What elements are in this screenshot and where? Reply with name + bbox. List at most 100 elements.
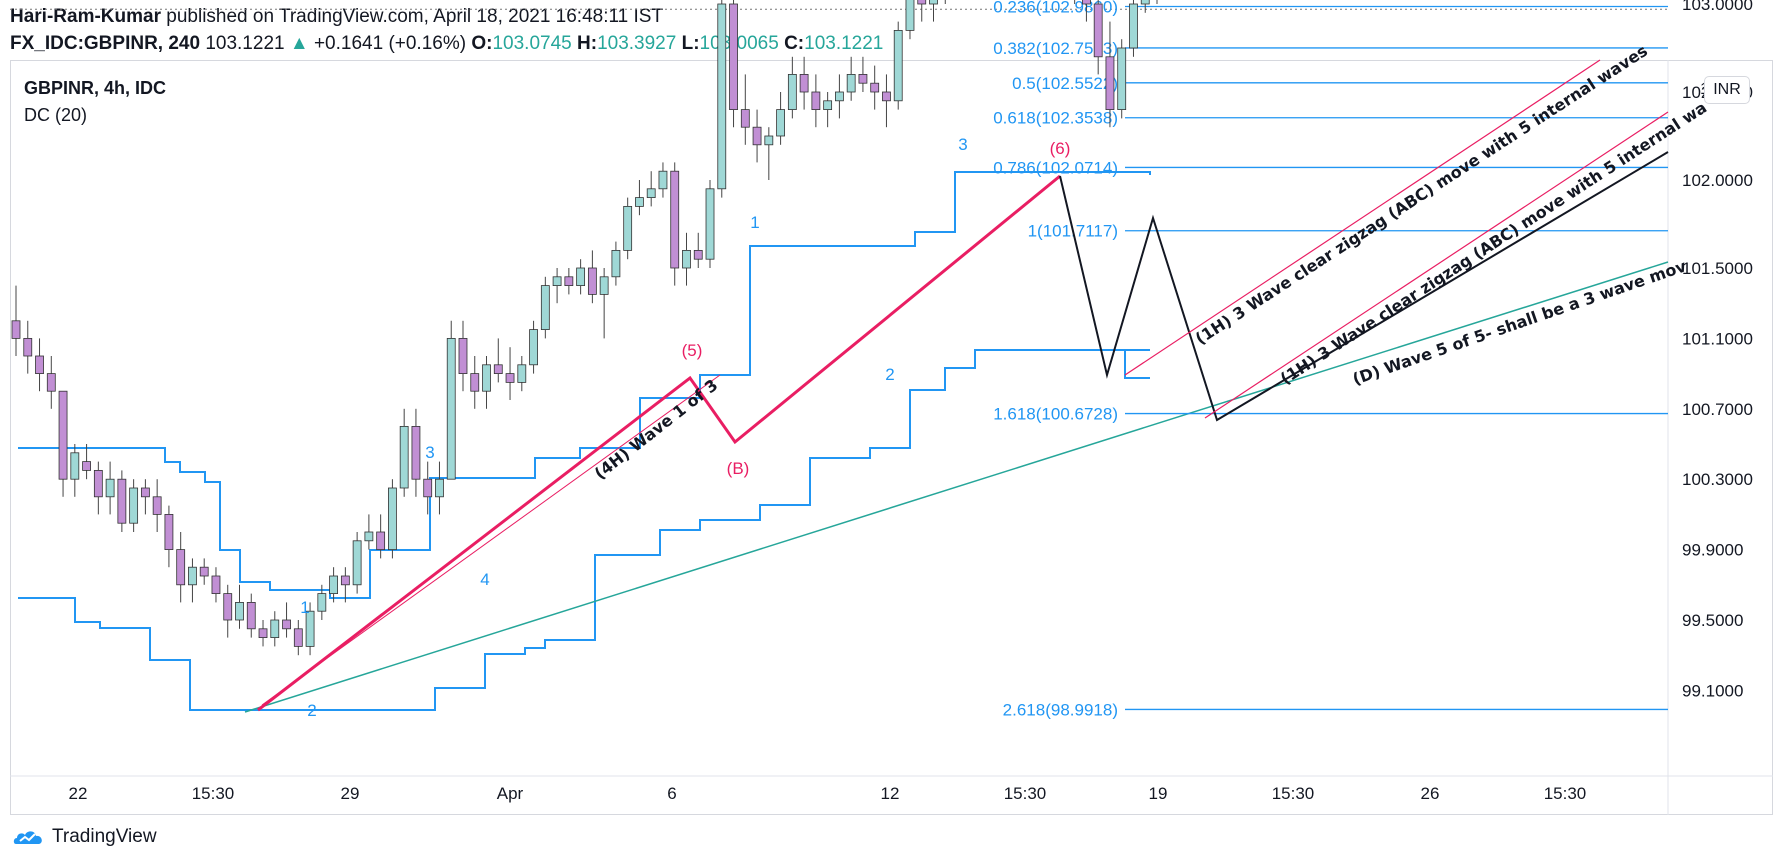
candle-body [58,390,68,480]
candle-body [164,514,174,551]
candle-body [1117,47,1127,110]
candle-body [799,74,809,93]
candle-body [835,91,844,102]
zigzag-channel-2 [1204,111,1669,419]
candle-body [623,205,633,251]
annotation-3: (D) Wave 5 of 5- shall be a 3 wave mov [1350,256,1689,389]
author-name[interactable]: Hari-Ram-Kumar [10,6,161,27]
candle-body [11,320,21,339]
x-tick-label-8: 15:30 [1272,784,1315,803]
candle-body [635,197,644,207]
fib-level-label-3: 0.5(102.5522) [1012,74,1118,93]
candle-body [423,478,433,498]
donchian-mid-step [975,349,1150,379]
chart-pane[interactable] [10,60,1773,815]
y-tick-label-7: 100.7000 [1682,400,1753,419]
candle-body [646,188,656,199]
open-value: 103.0745 [492,33,572,54]
projection-path [1059,151,1669,422]
candle-body [199,566,209,577]
high-label: H: [577,33,598,54]
candle-body [293,628,303,647]
candle-body [23,337,33,357]
wave-label-7: (5) [682,341,703,360]
y-tick-label-5: 101.5000 [1682,259,1753,278]
legend-title[interactable]: GBPINR, 4h, IDC [24,78,167,98]
candle-body [82,461,91,471]
wave-label-1: 2 [307,701,316,720]
candle-body [729,3,738,110]
donchian-lower [18,349,1150,711]
wave-label-2: 3 [425,443,434,462]
x-tick-label-7: 19 [1149,784,1168,803]
currency-button[interactable]: INR [1704,76,1750,104]
candle-body [105,478,115,498]
candle-body [882,91,891,102]
candle-body [1129,3,1138,49]
x-tick-label-0: 22 [69,784,88,803]
candle-body [529,329,538,366]
candle-body [340,575,350,586]
last-price: 103.1221 [205,33,285,54]
candle-body [482,364,491,392]
x-tick-label-6: 15:30 [1004,784,1047,803]
candle-body [376,531,386,551]
candle-body [93,469,103,498]
candle-body [552,276,562,286]
candle-body [823,100,833,111]
candle-body [329,575,338,595]
candle-body [929,0,938,5]
candle-body [152,496,162,515]
symbol-name: FX_IDC:GBPINR, 240 [10,33,201,54]
tradingview-brand[interactable]: TradingView [12,826,157,848]
zigzag-channel-1 [1124,59,1601,376]
candle-body [717,3,727,190]
tradingview-cloud-icon [13,831,42,844]
candle-body [1082,0,1091,5]
price-change: +0.1641 (+0.16%) [313,33,467,54]
candle-body [446,337,456,480]
legend-indicator[interactable]: DC (20) [24,105,88,125]
candle-body [587,267,597,295]
candle-body [811,91,821,111]
wave-label-9: (6) [1050,139,1071,158]
y-tick-label-4: 102.0000 [1682,171,1753,190]
candle-body [858,74,868,84]
fib-level-label-5: 0.786(102.0714) [993,158,1118,177]
candle-body [188,566,197,586]
fib-level-label-7: 1.618(100.6728) [993,405,1118,424]
candle-body [282,619,291,630]
x-tick-label-10: 15:30 [1544,784,1587,803]
candle-body [399,425,409,489]
symbol-header: FX_IDC:GBPINR, 240 103.1221 ▲ +0.1641 (+… [10,33,883,55]
candle-body [505,373,515,383]
open-label: O: [471,33,493,54]
fib-level-label-8: 2.618(98.9918) [1003,700,1118,719]
candle-body [682,249,691,269]
candle-body [893,29,903,102]
candle-body [1140,0,1150,5]
candle-body [270,619,280,639]
candle-body [493,364,503,374]
candle-body [599,276,609,295]
wave-label-8: (B) [727,459,750,478]
wave-label-3: 4 [480,570,489,589]
x-tick-label-1: 15:30 [192,784,235,803]
candle-body [705,188,715,260]
candle-body [658,170,668,190]
candle-body [458,337,468,374]
low-label: L: [681,33,700,54]
candle-body [352,540,362,586]
wave-path [257,174,1061,712]
change-arrow-icon: ▲ [289,33,309,54]
chart-legend: GBPINR, 4h, IDC DC (20) [24,78,166,126]
publish-header: Hari-Ram-Kumar published on TradingView.… [10,6,663,28]
candle-body [670,170,680,269]
x-tick-label-3: Apr [497,784,524,803]
candle-body [917,0,927,5]
x-tick-label-9: 26 [1421,784,1440,803]
candle-body [70,452,80,480]
candle-body [846,74,856,93]
candle-body [1105,56,1115,110]
